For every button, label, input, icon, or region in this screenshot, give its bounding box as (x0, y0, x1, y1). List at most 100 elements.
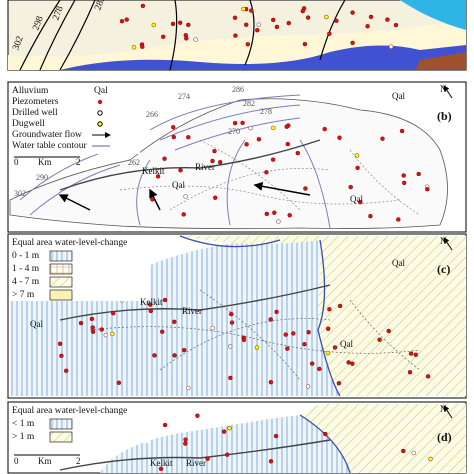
well (295, 150, 300, 156)
well (162, 297, 168, 303)
well (119, 19, 125, 24)
rock (415, 52, 466, 70)
zone-lt-1 (100, 415, 350, 473)
well (172, 353, 177, 358)
well (140, 44, 145, 49)
well (90, 325, 95, 330)
well (229, 320, 235, 325)
well (287, 212, 292, 218)
well (274, 24, 280, 30)
well (327, 307, 332, 312)
wells (158, 413, 433, 471)
well (350, 10, 355, 15)
well (407, 370, 413, 375)
flow-arrow (58, 194, 91, 211)
north-arrow (443, 405, 453, 419)
contour-label: 274 (178, 92, 190, 101)
well (322, 126, 327, 132)
streams (89, 289, 421, 381)
panel-label: (c) (437, 262, 450, 276)
well (354, 153, 360, 158)
well (183, 441, 188, 446)
well (103, 332, 109, 338)
well (227, 344, 233, 349)
panel-c: Equal area water-level-change 0 - 1 m 1 … (7, 233, 467, 399)
well (221, 429, 227, 434)
well (348, 184, 353, 190)
well (334, 18, 339, 23)
well (276, 219, 281, 224)
panel-label: (d) (437, 430, 452, 444)
well (305, 384, 311, 389)
well (270, 157, 276, 162)
well (380, 136, 385, 141)
well (408, 351, 414, 356)
flow-arrow (253, 181, 311, 196)
legend-label: 0 - 1 m (12, 251, 40, 261)
zone-gt-1 (300, 404, 466, 473)
well (248, 125, 253, 131)
contour-label: 262 (128, 158, 140, 167)
well (186, 385, 191, 391)
well (210, 158, 215, 164)
legend-symbol (97, 121, 103, 127)
well (228, 375, 233, 381)
well (131, 45, 137, 50)
well (401, 173, 406, 178)
well (306, 330, 311, 335)
well (99, 327, 104, 332)
well (268, 317, 273, 322)
well (59, 353, 64, 358)
well (291, 331, 296, 336)
flow-arrow (149, 188, 161, 211)
well (323, 431, 328, 437)
well (224, 452, 230, 457)
well (241, 6, 246, 12)
contour-label: 270 (228, 127, 240, 136)
legend-label: 4 - 7 m (12, 277, 40, 287)
well (428, 456, 433, 462)
well (140, 3, 146, 9)
well (170, 124, 176, 130)
well (325, 350, 331, 356)
well (264, 170, 269, 175)
legend-title: Equal area water-level-change (12, 406, 127, 416)
river-label: Kelkit (142, 166, 165, 176)
streams (119, 139, 421, 216)
well (233, 33, 238, 38)
well (240, 120, 245, 126)
well (256, 22, 261, 27)
legend-symbol (97, 99, 103, 105)
contours (19, 0, 346, 71)
well (402, 180, 407, 186)
contour-label: 278 (260, 107, 272, 116)
contour-label: 290 (36, 173, 48, 182)
river-label: Kelkit (140, 297, 163, 307)
well (396, 217, 401, 222)
well (268, 459, 274, 464)
well (411, 450, 416, 456)
well (336, 381, 342, 386)
panel-a: 302 298 278 282 (7, 0, 467, 71)
river-label: River (186, 458, 206, 468)
map-label: Qal (30, 319, 43, 329)
well (124, 17, 129, 22)
scale-label: 2 (76, 456, 81, 466)
contour-label: 302 (14, 189, 26, 198)
well (326, 326, 331, 331)
legend-label: Qal (94, 86, 108, 96)
scale-label: 0 (14, 456, 19, 466)
well (193, 37, 198, 42)
well (212, 148, 217, 154)
well (388, 44, 394, 49)
wells (150, 120, 430, 224)
well (232, 120, 238, 126)
well (255, 28, 260, 33)
well (303, 186, 308, 191)
river (59, 139, 321, 191)
well (385, 17, 390, 22)
scale-label: Km (38, 456, 52, 466)
well (332, 345, 338, 350)
well (205, 456, 210, 461)
